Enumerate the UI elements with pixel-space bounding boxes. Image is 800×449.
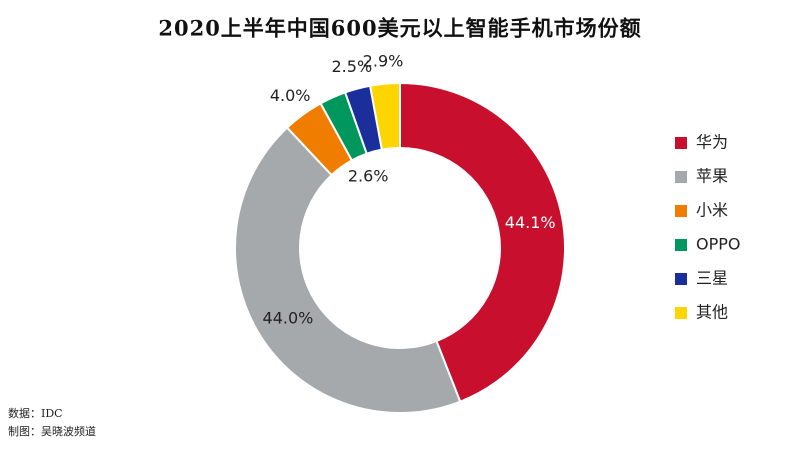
legend-label: 其他 [696, 303, 728, 322]
legend-swatch [675, 273, 687, 285]
data-label: 2.9% [363, 51, 404, 70]
legend-swatch [675, 205, 687, 217]
legend-swatch [675, 171, 687, 183]
data-label: 2.6% [348, 166, 389, 185]
data-label: 2.5% [332, 57, 373, 76]
legend-label: 华为 [696, 133, 728, 152]
donut-slice [234, 126, 462, 414]
legend-label: 三星 [696, 269, 728, 288]
chart-title: 2020上半年中国600美元以上智能手机市场份额 [158, 16, 641, 41]
donut-slice [368, 81, 401, 151]
source-note: 数据：IDC [8, 406, 63, 420]
legend-swatch [675, 307, 687, 319]
data-label: 44.1% [505, 213, 556, 232]
legend-swatch [675, 137, 687, 149]
legend-swatch [675, 239, 687, 251]
credit-note: 制图：吴晓波频道 [8, 424, 96, 438]
data-label: 44.0% [263, 308, 314, 327]
legend-label: OPPO [696, 235, 740, 254]
donut-slice [399, 81, 566, 403]
legend-label: 苹果 [696, 167, 728, 186]
legend-label: 小米 [696, 201, 728, 220]
data-label: 4.0% [270, 86, 311, 105]
